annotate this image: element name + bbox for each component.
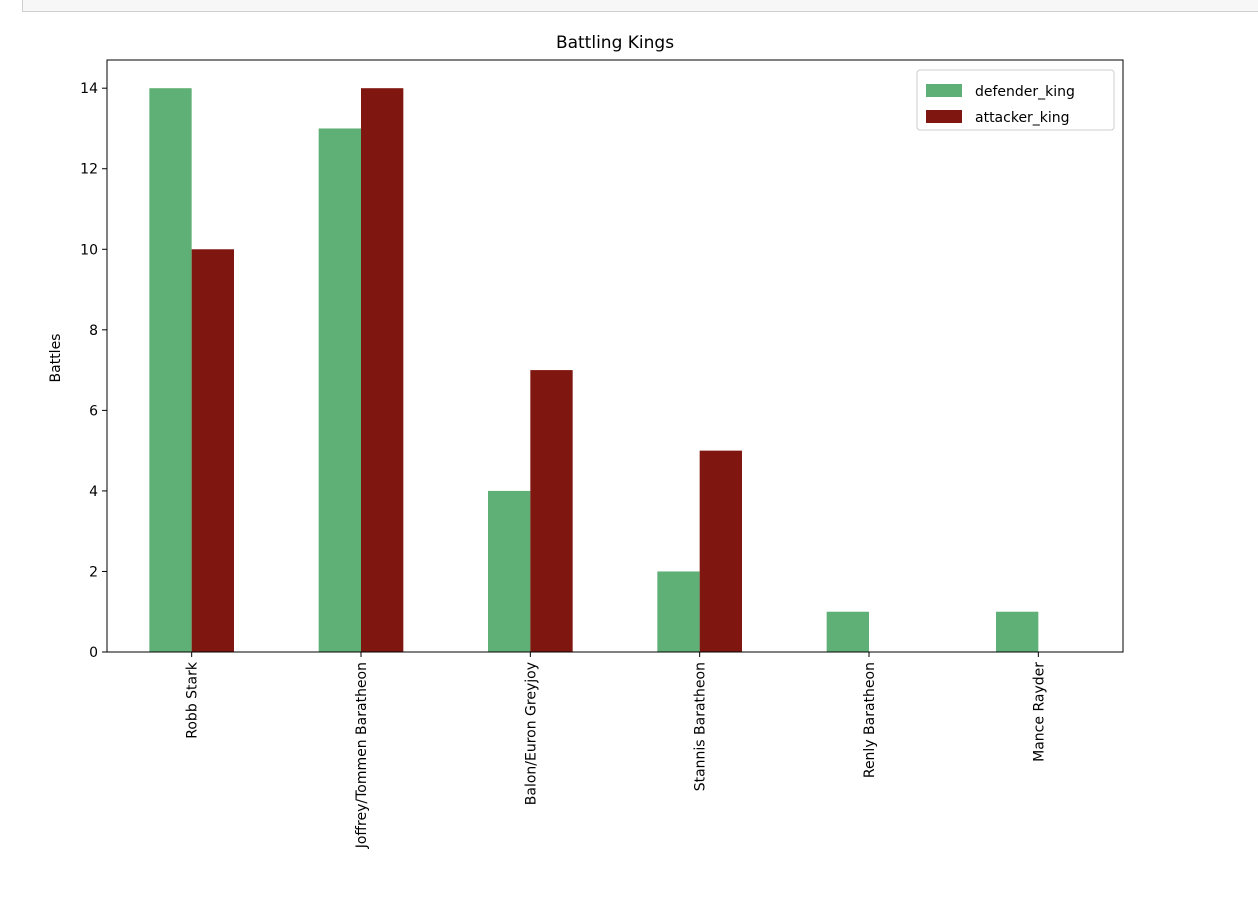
bar-defender-king: [318, 128, 361, 652]
x-tick-label: Renly Baratheon: [862, 662, 878, 778]
y-tick-label: 8: [89, 323, 98, 339]
x-axis-ticks: Robb Stark Joffrey/Tommen Baratheon Balon/…: [185, 652, 1047, 849]
bar-defender-king: [996, 611, 1039, 652]
y-tick-label: 0: [89, 645, 98, 661]
bar-defender-king: [149, 88, 192, 652]
x-tick-label: Stannis Baratheon: [693, 662, 709, 791]
bar-attacker-king: [361, 88, 404, 652]
y-tick-label: 14: [80, 81, 98, 97]
x-tick-label: Robb Stark: [185, 661, 201, 739]
y-axis-ticks: 0 2 4 6 8 10 12 14: [80, 81, 107, 661]
legend-swatch: [926, 110, 962, 123]
y-axis-title: Battles: [48, 334, 64, 383]
bars: [149, 88, 1039, 652]
bar-defender-king: [488, 490, 531, 652]
x-tick-label: Mance Rayder: [1031, 662, 1047, 762]
legend-frame: [916, 69, 1115, 131]
y-tick-label: 6: [89, 403, 98, 419]
legend-label: attacker_king: [975, 110, 1070, 126]
y-tick-label: 10: [80, 242, 98, 258]
legend: defender_king attacker_king: [916, 69, 1115, 131]
notebook-cell-frame: [22, 0, 1258, 12]
legend-label: defender_king: [975, 84, 1075, 100]
legend-swatch: [926, 84, 962, 97]
chart-title: Battling Kings: [556, 33, 674, 53]
bar-defender-king: [657, 571, 700, 652]
plot-frame: [106, 59, 1124, 653]
bar-attacker-king: [699, 450, 742, 652]
bar-attacker-king: [530, 370, 573, 652]
y-tick-label: 12: [80, 162, 98, 178]
bar-attacker-king: [191, 249, 234, 652]
x-tick-label: Joffrey/Tommen Baratheon: [354, 662, 370, 849]
bar-defender-king: [826, 611, 869, 652]
y-tick-label: 2: [89, 564, 98, 580]
x-tick-label: Balon/Euron Greyjoy: [523, 662, 539, 805]
y-tick-label: 4: [89, 484, 98, 500]
